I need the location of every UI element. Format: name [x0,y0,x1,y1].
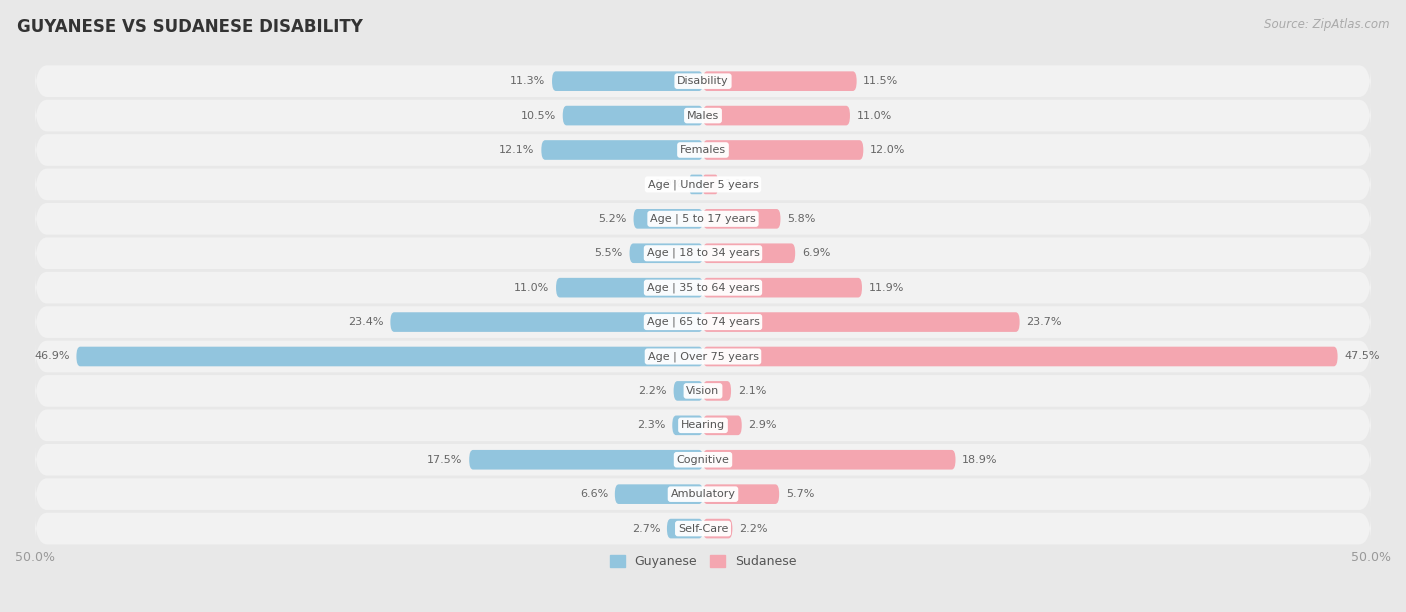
Text: Disability: Disability [678,76,728,86]
Text: Age | Over 75 years: Age | Over 75 years [648,351,758,362]
FancyBboxPatch shape [35,375,1371,407]
Text: GUYANESE VS SUDANESE DISABILITY: GUYANESE VS SUDANESE DISABILITY [17,18,363,36]
Text: Age | 35 to 64 years: Age | 35 to 64 years [647,282,759,293]
FancyBboxPatch shape [35,65,1371,97]
FancyBboxPatch shape [35,272,1371,304]
Text: 1.0%: 1.0% [655,179,683,190]
Text: 12.1%: 12.1% [499,145,534,155]
FancyBboxPatch shape [703,346,1337,367]
FancyBboxPatch shape [562,106,703,125]
FancyBboxPatch shape [703,416,742,435]
Text: 18.9%: 18.9% [962,455,998,465]
FancyBboxPatch shape [470,450,703,469]
Text: 11.0%: 11.0% [856,111,891,121]
Text: 6.9%: 6.9% [801,248,830,258]
FancyBboxPatch shape [35,237,1371,269]
Text: 11.5%: 11.5% [863,76,898,86]
Text: 1.1%: 1.1% [724,179,752,190]
FancyBboxPatch shape [703,244,796,263]
Text: 12.0%: 12.0% [870,145,905,155]
Text: Cognitive: Cognitive [676,455,730,465]
Text: 10.5%: 10.5% [520,111,555,121]
Text: 23.4%: 23.4% [349,317,384,327]
Text: 2.3%: 2.3% [637,420,665,430]
Text: 5.7%: 5.7% [786,489,814,499]
Text: Self-Care: Self-Care [678,524,728,534]
FancyBboxPatch shape [391,312,703,332]
FancyBboxPatch shape [703,312,1019,332]
FancyBboxPatch shape [666,519,703,539]
FancyBboxPatch shape [703,519,733,539]
FancyBboxPatch shape [541,140,703,160]
Text: Ambulatory: Ambulatory [671,489,735,499]
FancyBboxPatch shape [35,479,1371,510]
Text: 2.1%: 2.1% [738,386,766,396]
Text: Females: Females [681,145,725,155]
Text: 46.9%: 46.9% [34,351,70,362]
FancyBboxPatch shape [703,140,863,160]
FancyBboxPatch shape [673,381,703,401]
FancyBboxPatch shape [672,416,703,435]
Text: 6.6%: 6.6% [579,489,609,499]
FancyBboxPatch shape [553,72,703,91]
FancyBboxPatch shape [703,106,851,125]
FancyBboxPatch shape [35,134,1371,166]
FancyBboxPatch shape [35,341,1371,372]
FancyBboxPatch shape [614,484,703,504]
Text: Age | 5 to 17 years: Age | 5 to 17 years [650,214,756,224]
Text: 5.8%: 5.8% [787,214,815,224]
FancyBboxPatch shape [35,203,1371,234]
Text: Age | Under 5 years: Age | Under 5 years [648,179,758,190]
Text: 23.7%: 23.7% [1026,317,1062,327]
Legend: Guyanese, Sudanese: Guyanese, Sudanese [605,550,801,573]
FancyBboxPatch shape [689,174,703,194]
FancyBboxPatch shape [35,100,1371,132]
FancyBboxPatch shape [555,278,703,297]
FancyBboxPatch shape [703,174,717,194]
Text: Males: Males [688,111,718,121]
Text: 5.5%: 5.5% [595,248,623,258]
FancyBboxPatch shape [35,168,1371,200]
FancyBboxPatch shape [703,209,780,229]
Text: 11.0%: 11.0% [515,283,550,293]
Text: 2.9%: 2.9% [748,420,778,430]
FancyBboxPatch shape [634,209,703,229]
Text: 47.5%: 47.5% [1344,351,1379,362]
Text: Age | 65 to 74 years: Age | 65 to 74 years [647,317,759,327]
Text: 2.2%: 2.2% [638,386,666,396]
FancyBboxPatch shape [630,244,703,263]
Text: Vision: Vision [686,386,720,396]
FancyBboxPatch shape [703,484,779,504]
FancyBboxPatch shape [35,306,1371,338]
Text: Hearing: Hearing [681,420,725,430]
Text: Source: ZipAtlas.com: Source: ZipAtlas.com [1264,18,1389,31]
FancyBboxPatch shape [35,444,1371,476]
Text: 5.2%: 5.2% [599,214,627,224]
FancyBboxPatch shape [703,381,731,401]
Text: 11.9%: 11.9% [869,283,904,293]
FancyBboxPatch shape [703,450,956,469]
Text: Age | 18 to 34 years: Age | 18 to 34 years [647,248,759,258]
Text: 2.2%: 2.2% [740,524,768,534]
FancyBboxPatch shape [703,278,862,297]
Text: 11.3%: 11.3% [510,76,546,86]
Text: 2.7%: 2.7% [631,524,661,534]
FancyBboxPatch shape [35,513,1371,545]
Text: 17.5%: 17.5% [427,455,463,465]
FancyBboxPatch shape [703,72,856,91]
FancyBboxPatch shape [35,409,1371,441]
FancyBboxPatch shape [76,346,703,367]
